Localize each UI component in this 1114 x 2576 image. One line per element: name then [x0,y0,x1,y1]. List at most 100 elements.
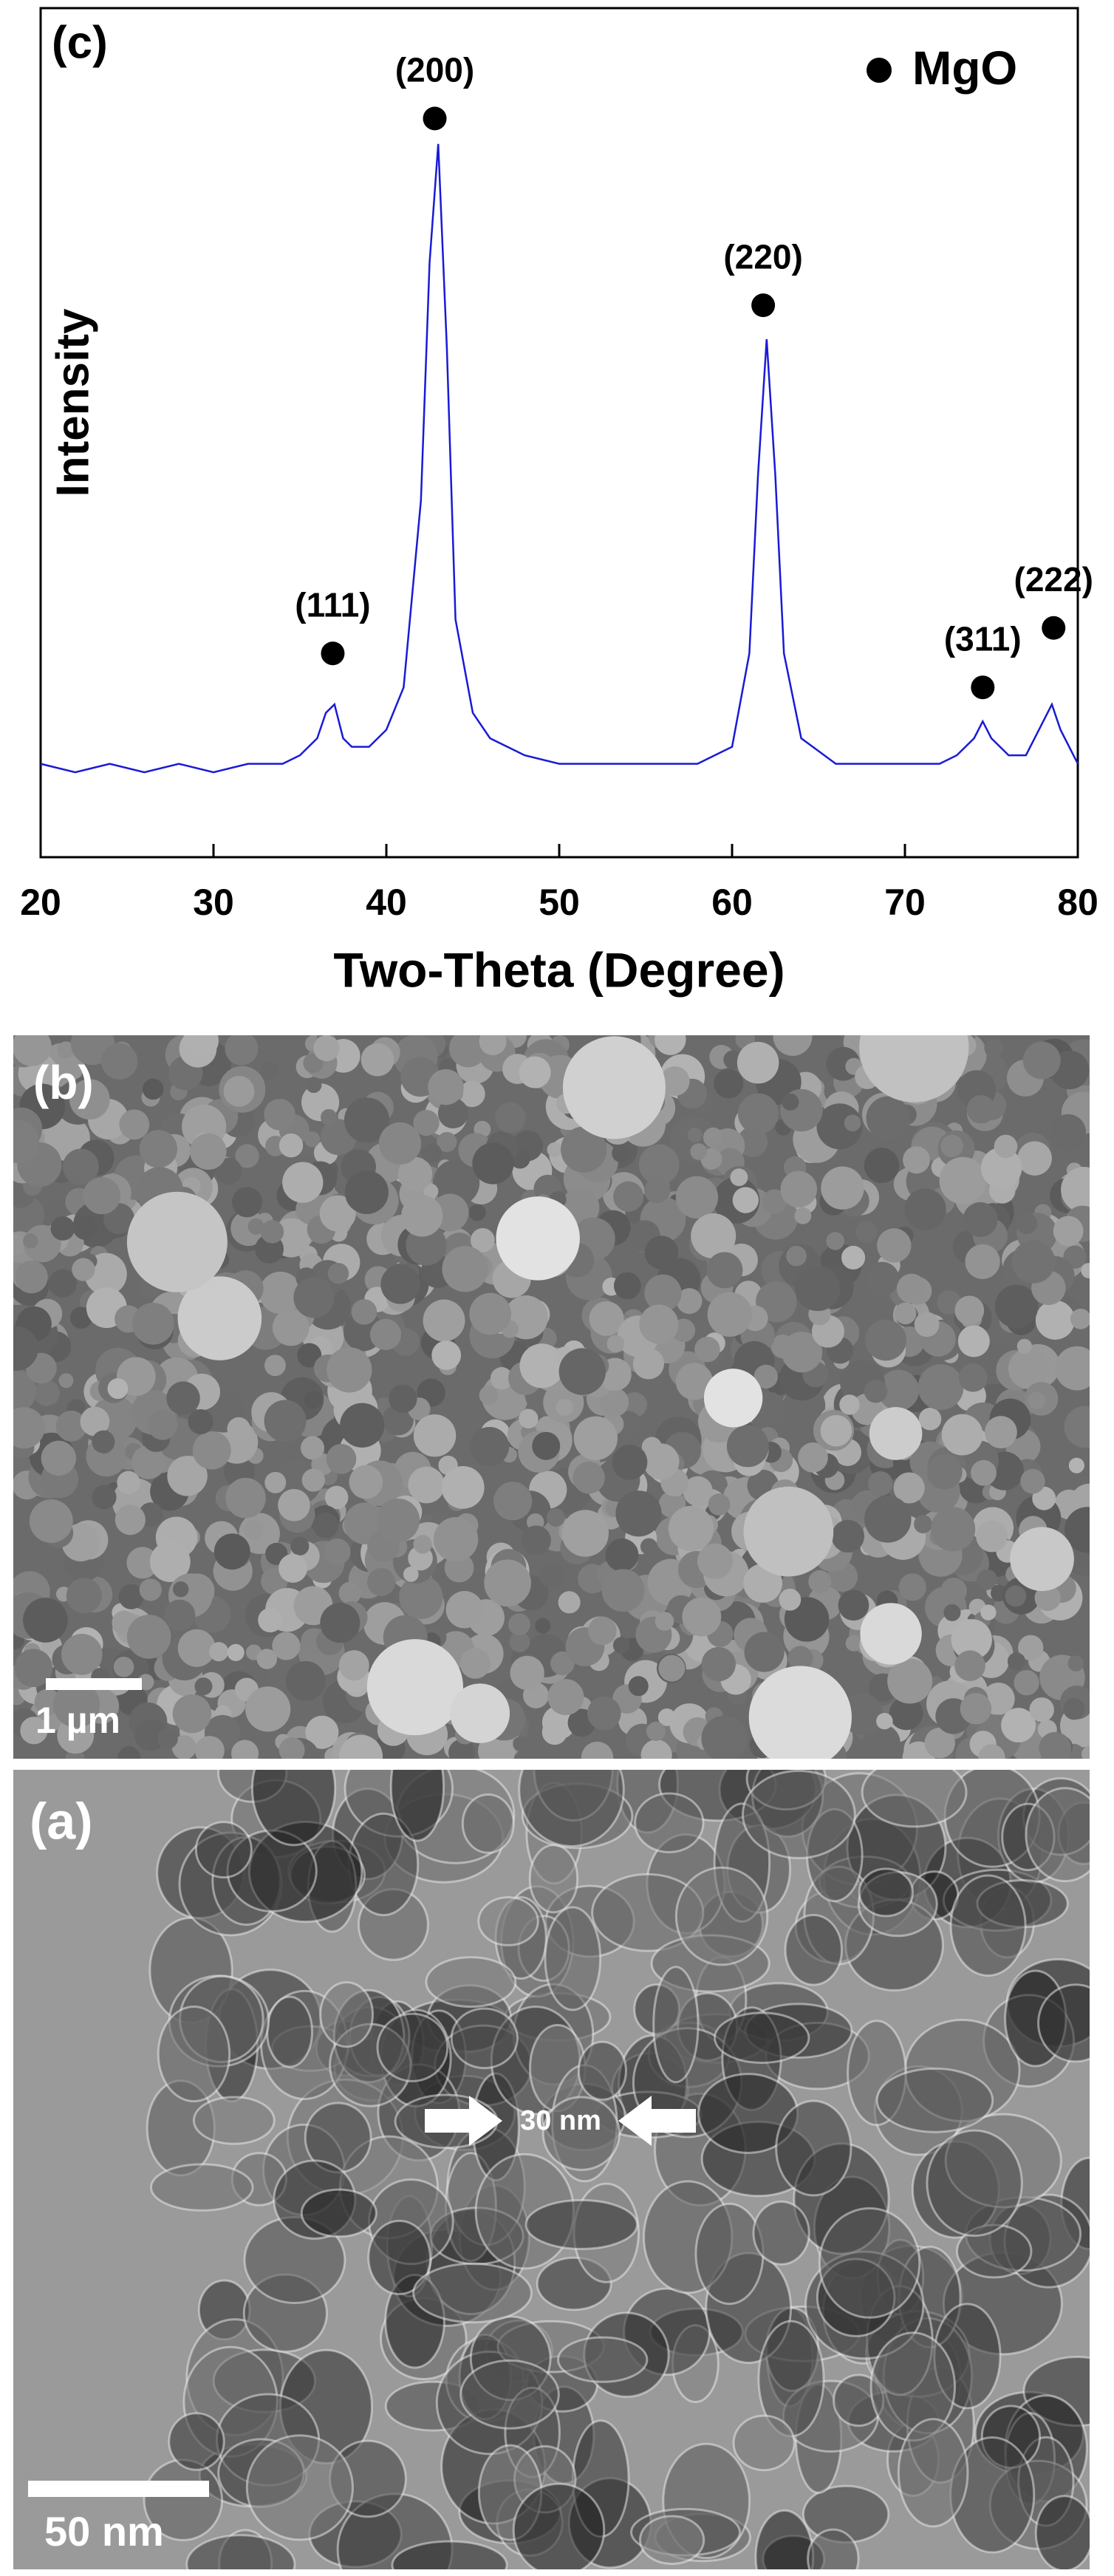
particle [425,1956,517,2008]
particle [818,2207,921,2319]
grain [820,1414,852,1447]
grain [72,1258,95,1281]
grain [171,1735,197,1759]
grain [1001,1708,1036,1743]
grain [841,1245,866,1270]
x-tick-label: 40 [366,882,407,923]
grain [470,1426,510,1467]
grain [190,1133,227,1171]
grain [231,1187,262,1218]
grain [33,1380,60,1406]
grain [389,1384,417,1413]
grain [644,1236,679,1270]
grain [305,1715,339,1749]
grain [428,1069,464,1105]
peak-marker [751,293,776,318]
grain [468,1204,486,1221]
scale-bar-label: 50 nm [44,2508,164,2555]
grain [264,1400,307,1442]
grain [431,1340,462,1370]
grain [479,1035,507,1056]
grain [865,1319,906,1361]
particle [1034,2495,1090,2569]
grain [1053,1216,1084,1247]
grain [290,1536,310,1556]
grain [327,1347,372,1393]
grain [225,1035,259,1066]
grain [1032,1486,1056,1510]
grain [893,1472,925,1504]
grain [732,1187,759,1213]
particle [714,2011,810,2064]
grain [264,1355,286,1377]
grain [13,1120,39,1163]
grain [433,1159,480,1206]
grain [66,1578,102,1614]
grain [558,1591,581,1614]
grain [855,1221,878,1243]
grain [877,1228,912,1263]
grain [866,1096,911,1141]
grain [918,1408,942,1431]
grain [479,1386,498,1405]
peak-marker [971,675,995,700]
grain [561,1510,609,1557]
grain [344,1097,390,1143]
grain [380,1264,420,1304]
grain [304,1391,322,1409]
particle [694,2202,765,2306]
grain [643,1443,680,1480]
grain [215,1157,242,1185]
grain [408,1466,445,1504]
grain [773,1035,813,1056]
grain [1007,1652,1026,1671]
grain [484,1559,531,1606]
grain [706,1252,743,1289]
grain [726,1425,769,1468]
particle [752,2200,810,2266]
grain [194,1736,225,1759]
grain [69,1079,110,1120]
grain [841,1693,884,1736]
grain [510,1655,544,1691]
grain [459,1080,485,1108]
grain [437,1098,468,1129]
grain [539,1562,564,1588]
grain [115,1505,146,1536]
grain [977,1569,998,1590]
grain [126,1615,171,1659]
grain [703,1127,723,1148]
grain [163,1599,196,1632]
grain [100,1043,138,1080]
grain [338,1581,361,1605]
grain [172,1581,189,1598]
grain [737,1093,779,1134]
grain [495,1102,526,1134]
grain [231,1740,259,1759]
grain [324,1538,351,1565]
grain [628,1676,649,1697]
grain [615,1490,662,1537]
grain [613,1272,641,1300]
grain [660,1066,690,1097]
peak-label: (222) [1014,560,1093,599]
grain [795,1265,841,1312]
grain [546,1508,565,1527]
particle [875,2067,994,2133]
grain [939,1156,987,1204]
grain [864,1148,900,1183]
grain [29,1499,73,1543]
grain [264,1471,287,1493]
particle [459,2359,560,2430]
grain [707,1292,753,1337]
particle [742,1770,856,1859]
grain [781,1332,823,1373]
particle [185,2534,296,2569]
panel-label: (b) [33,1056,94,1109]
grain [787,1646,813,1671]
grain [640,1740,672,1759]
peak-label: (200) [395,51,474,89]
grain [644,1274,682,1312]
grain [326,1443,357,1474]
